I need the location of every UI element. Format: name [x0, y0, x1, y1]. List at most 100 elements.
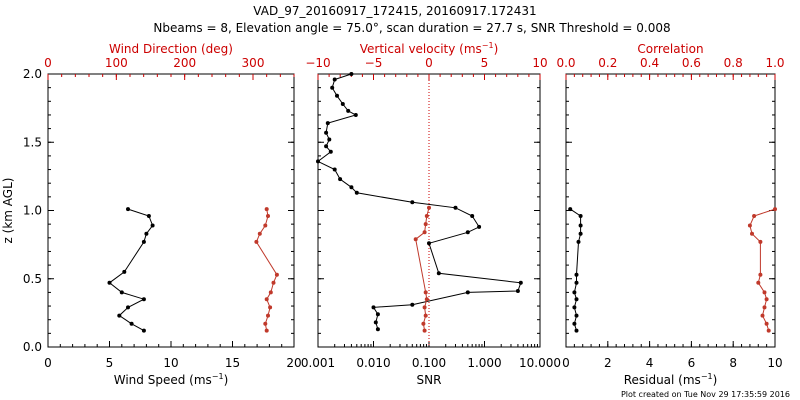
data-point: [107, 280, 112, 285]
data-point: [264, 328, 269, 333]
data-point: [332, 77, 337, 82]
x-top-tick-label: 0.6: [682, 56, 701, 70]
x-top-axis-label: Wind Direction (deg): [109, 42, 233, 56]
figure-title-line1: VAD_97_20160917_172415, 20160917.172431: [253, 4, 536, 18]
x-bottom-tick-label: 15: [225, 356, 240, 370]
data-point: [126, 305, 130, 310]
x-top-tick-label: 200: [173, 56, 196, 70]
x-top-tick-label: −10: [305, 56, 330, 70]
data-point: [413, 237, 418, 242]
y-tick-label: 1.5: [23, 135, 42, 149]
data-point: [264, 297, 269, 302]
data-point: [465, 290, 470, 295]
data-point: [760, 313, 765, 318]
x-bottom-tick-label: 10: [767, 356, 782, 370]
x-top-tick-label: 0.0: [556, 56, 575, 70]
x-bottom-tick-label: 10: [163, 356, 178, 370]
data-point: [453, 205, 458, 210]
x-bottom-tick-label: 0.100: [412, 356, 446, 370]
x-bottom-tick-label: 20: [286, 356, 301, 370]
data-point: [578, 223, 583, 228]
panel-left: 0.0 0.5 1.0 1.5 2.0 z (km AGL) 0 5 10 15 20 Wind Sp…: [1, 42, 302, 387]
data-point: [266, 214, 270, 218]
x-top-tick-label: 0.8: [724, 56, 743, 70]
x-top-tick-label: 10: [532, 56, 547, 70]
data-point: [424, 214, 429, 218]
data-point: [421, 321, 426, 326]
y-axis-label: z (km AGL): [1, 178, 15, 244]
data-point: [758, 272, 763, 277]
data-point: [264, 207, 269, 212]
x-bottom-tick-label: 0.001: [301, 356, 335, 370]
data-point: [129, 321, 134, 326]
data-point: [266, 313, 270, 318]
data-point: [257, 231, 262, 236]
data-point: [327, 137, 332, 142]
data-point: [572, 305, 577, 310]
data-point: [316, 159, 320, 164]
data-point: [254, 239, 259, 244]
x-bottom-tick-label: 1.000: [467, 356, 501, 370]
data-point: [515, 289, 520, 293]
data-point: [578, 231, 583, 236]
data-point: [576, 239, 581, 244]
data-point: [747, 223, 752, 228]
data-point: [268, 305, 273, 310]
figure-title-line2: Nbeams = 8, Elevation angle = 75.0°, sca…: [153, 21, 670, 35]
data-point: [574, 313, 579, 318]
data-point: [470, 214, 475, 218]
data-point: [141, 297, 146, 302]
x-top-tick-label: 1.0: [765, 56, 784, 70]
data-point: [762, 290, 767, 295]
x-bottom-tick-label: 10.000: [519, 356, 561, 370]
y-tick-label: 0.5: [23, 272, 42, 286]
data-point: [375, 312, 380, 317]
data-point: [349, 72, 354, 76]
data-point: [572, 290, 577, 295]
data-point: [758, 239, 763, 244]
x-bottom-tick-label: 8: [729, 356, 737, 370]
data-point: [422, 328, 427, 333]
data-point: [373, 320, 378, 325]
data-point: [578, 214, 583, 218]
plot-frame: [317, 73, 541, 348]
data-point: [271, 280, 276, 285]
x-top-tick-label: 100: [105, 56, 128, 70]
data-point: [117, 313, 122, 318]
data-point: [346, 108, 351, 113]
data-point: [349, 185, 354, 190]
data-point: [750, 231, 754, 236]
data-point: [427, 205, 431, 210]
x-top-tick-label: 0.2: [598, 56, 617, 70]
data-point: [354, 190, 359, 195]
panel-middle: 0.001 0.010 0.100 1.000 10.000 SNR −10 −5 0 5 10 Ve…: [301, 41, 561, 387]
x-bottom-tick-label: 0: [562, 356, 570, 370]
series-line-red: [255, 209, 278, 331]
data-point: [119, 290, 124, 295]
data-point: [144, 231, 149, 236]
series-line-black: [108, 208, 154, 332]
x-top-axis-label: Vertical velocity (ms−1): [360, 41, 499, 56]
data-point: [325, 121, 330, 126]
data-point: [572, 321, 577, 326]
data-point: [752, 214, 757, 218]
data-point: [574, 272, 579, 277]
plot-frame: [565, 73, 776, 348]
x-bottom-tick-label: 4: [646, 356, 654, 370]
data-point: [427, 241, 431, 246]
data-point: [436, 271, 441, 276]
data-point: [268, 290, 273, 295]
data-point: [150, 223, 155, 228]
data-point: [375, 327, 380, 332]
data-point: [122, 269, 127, 274]
x-top-tick-label: 300: [242, 56, 265, 70]
x-top-tick-label: 0.4: [640, 56, 659, 70]
data-point: [371, 305, 376, 310]
data-point: [574, 328, 579, 333]
x-bottom-tick-label: 2: [604, 356, 612, 370]
data-point: [773, 207, 777, 212]
data-point: [756, 280, 761, 285]
data-point: [263, 321, 268, 326]
data-point: [574, 297, 579, 302]
